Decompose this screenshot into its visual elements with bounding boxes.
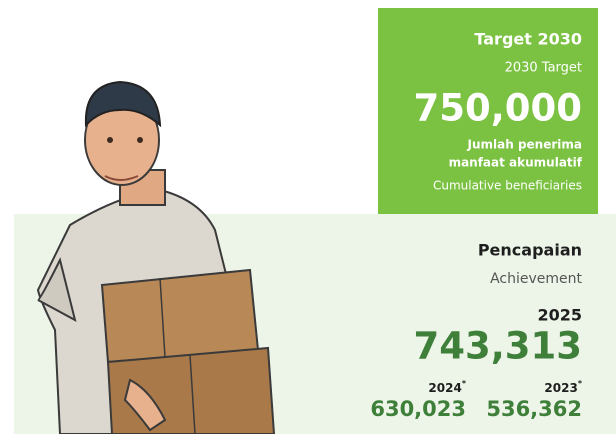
current-year: 2025 bbox=[537, 306, 582, 325]
previous-value: 536,362 bbox=[486, 397, 582, 421]
marker: * bbox=[578, 379, 583, 388]
target-subtitle: 2030 Target bbox=[505, 61, 582, 76]
previous-year: 2024* bbox=[428, 379, 466, 395]
current-value: 743,313 bbox=[413, 325, 582, 368]
target-box bbox=[378, 8, 598, 214]
target-title: Target 2030 bbox=[474, 30, 582, 49]
year: 2023 bbox=[544, 381, 577, 395]
achievement-subtitle: Achievement bbox=[490, 271, 582, 287]
target-value: 750,000 bbox=[413, 87, 582, 130]
target-label: Jumlah penerima bbox=[467, 138, 583, 152]
previous-value: 630,023 bbox=[370, 397, 466, 421]
target-label-en: Cumulative beneficiaries bbox=[433, 179, 582, 193]
achievement-title: Pencapaian bbox=[478, 241, 582, 260]
year: 2024 bbox=[428, 381, 461, 395]
previous-year: 2023* bbox=[544, 379, 582, 395]
target-label: manfaat akumulatif bbox=[449, 156, 583, 170]
illustration bbox=[34, 80, 276, 434]
marker: * bbox=[462, 379, 467, 388]
